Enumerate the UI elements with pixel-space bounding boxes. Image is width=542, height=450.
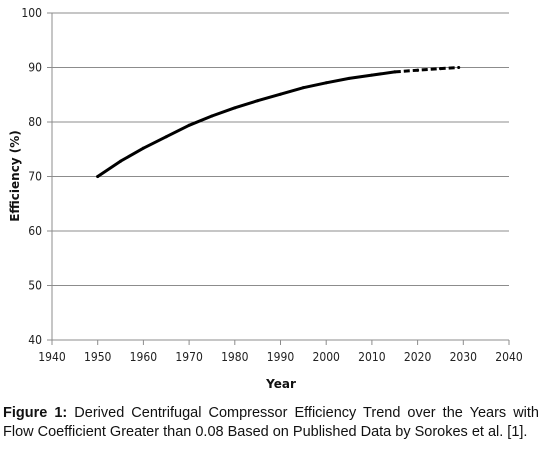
data-point-dashed-1 bbox=[416, 68, 420, 72]
data-point-solid-7 bbox=[256, 99, 260, 103]
figure-caption-label: Figure 1: bbox=[3, 405, 68, 421]
x-tick-label-2030: 2030 bbox=[450, 350, 478, 364]
series bbox=[96, 66, 461, 178]
series-line-solid bbox=[96, 70, 397, 178]
y-axis-title: Efficiency (%) bbox=[8, 130, 22, 222]
y-tick-label-100: 100 bbox=[21, 6, 42, 20]
data-point-solid-11 bbox=[347, 76, 351, 80]
data-point-dashed-2 bbox=[438, 67, 442, 71]
y-tick-label-60: 60 bbox=[28, 224, 42, 238]
tick-labels: 1940 1950 1960 1970 1980 1990 2000 2010 2020 2030… bbox=[21, 6, 522, 364]
x-tick-label-1980: 1980 bbox=[221, 350, 249, 364]
series-line-dashed bbox=[394, 66, 459, 74]
data-point-solid-12 bbox=[370, 73, 374, 77]
data-point-solid-1 bbox=[119, 159, 123, 163]
figure-caption: Figure 1: Derived Centrifugal Compressor… bbox=[3, 404, 539, 442]
data-point-solid-6 bbox=[233, 106, 237, 110]
data-point-solid-9 bbox=[301, 86, 305, 90]
data-point-solid-4 bbox=[187, 123, 191, 127]
x-tick-label-1940: 1940 bbox=[38, 350, 66, 364]
data-point-solid-5 bbox=[210, 114, 214, 118]
gridlines bbox=[52, 12, 509, 286]
y-tick-label-50: 50 bbox=[28, 279, 42, 293]
chart: 1940 1950 1960 1970 1980 1990 2000 2010 2020 2030… bbox=[8, 6, 523, 391]
x-tick-label-1960: 1960 bbox=[130, 350, 158, 364]
figure-caption-text: Derived Centrifugal Compressor Efficienc… bbox=[3, 405, 539, 440]
data-point-solid-0 bbox=[96, 175, 100, 178]
y-tick-label-70: 70 bbox=[28, 170, 42, 184]
data-point-solid-3 bbox=[164, 135, 168, 139]
x-tick-label-1990: 1990 bbox=[267, 350, 295, 364]
y-tick-label-90: 90 bbox=[28, 61, 42, 75]
x-tick-label-1950: 1950 bbox=[84, 350, 112, 364]
data-point-dashed-3 bbox=[457, 66, 461, 69]
data-point-solid-10 bbox=[324, 81, 328, 85]
y-tick-label-80: 80 bbox=[28, 115, 42, 129]
x-tick-label-2000: 2000 bbox=[312, 350, 340, 364]
y-tick-label-40: 40 bbox=[28, 333, 42, 347]
x-tick-label-2020: 2020 bbox=[404, 350, 432, 364]
data-point-dashed-0 bbox=[393, 70, 397, 74]
x-tick-label-1970: 1970 bbox=[175, 350, 203, 364]
data-point-solid-8 bbox=[279, 92, 282, 96]
x-axis-title: Year bbox=[265, 377, 296, 391]
x-tick-label-2010: 2010 bbox=[358, 350, 386, 364]
x-tick-label-2040: 2040 bbox=[495, 350, 523, 364]
axes bbox=[47, 12, 510, 345]
data-point-solid-2 bbox=[141, 146, 145, 150]
